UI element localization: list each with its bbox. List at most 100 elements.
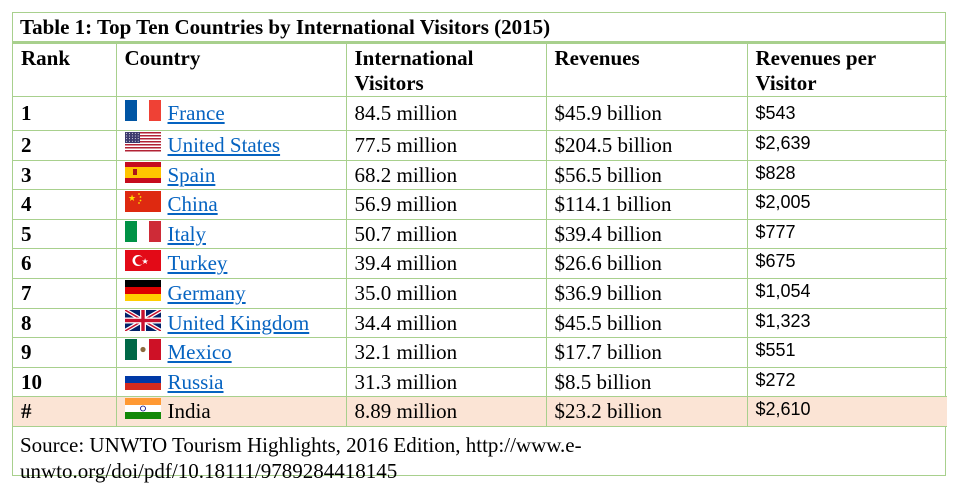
table-row: 2 United States 77.5 million $204.5 billion… [13,130,947,161]
rank-cell: 8 [13,307,117,339]
table-row: 1 France 84.5 million $45.9 billion $543 [13,96,947,131]
country-link[interactable]: France [167,101,225,125]
visitors-cell: 56.9 million [345,189,547,220]
rank-cell: 3 [13,159,117,191]
country-link[interactable]: Turkey [167,251,228,276]
rank-cell: # [13,396,117,427]
revenues-cell: $114.1 billion [545,189,748,220]
visitors-cell: 50.7 million [345,218,547,250]
source-note: Source: UNWTO Tourism Highlights, 2016 E… [20,432,582,483]
countries-table: Rank Country International Visitors Reve… [13,44,947,427]
table-row: # India 8.89 million $23.2 billion $2,610 [13,396,947,427]
china-flag-icon: ★ [124,191,161,213]
rev-per-visitor-cell: $2,610 [746,396,947,427]
revenues-cell: $45.9 billion [545,96,748,131]
visitors-cell: 84.5 million [345,96,547,131]
table-row: 7 Germany 35.0 million $36.9 billion $1,054 [13,277,947,309]
rev-per-visitor-cell: $1,054 [746,277,947,309]
rev-per-visitor-cell: $1,323 [746,307,947,339]
country-link[interactable]: Mexico [167,340,232,365]
revenues-cell: $17.7 billion [545,337,748,368]
revenues-cell: $45.5 billion [545,307,748,339]
rev-per-visitor-cell: $272 [746,366,947,398]
table-row: 4 ★ China 56.9 million $114.1 billion $2,005 [13,189,947,220]
table-row: 10 Russia 31.3 million $8.5 billion $272 [13,366,947,398]
rank-cell: 9 [13,337,117,368]
rank-cell: 5 [13,218,117,250]
country-cell: Russia [115,366,347,398]
country-cell: United Kingdom [115,307,347,339]
india-flag-icon [124,398,161,420]
revenues-cell: $56.5 billion [545,159,748,191]
visitors-cell: 68.2 million [345,159,547,191]
table-row: 3 Spain 68.2 million $56.5 billion $828 [13,159,947,191]
visitors-cell: 31.3 million [345,366,547,398]
revenues-cell: $39.4 billion [545,218,748,250]
country-name: India [167,399,211,424]
italy-flag-icon [124,220,161,242]
rank-cell: 4 [13,189,117,220]
rank-cell: 1 [13,96,117,131]
rev-per-visitor-cell: $828 [746,159,947,191]
header-revenues: Revenues [545,44,748,97]
table-container: Table 1: Top Ten Countries by Internatio… [12,12,947,483]
rank-cell: 7 [13,277,117,309]
spain-flag-icon [124,161,161,183]
revenues-cell: $36.9 billion [545,277,748,309]
turkey-flag-icon: ★ [124,250,161,272]
revenues-cell: $204.5 billion [545,130,748,161]
visitors-cell: 8.89 million [345,396,547,427]
visitors-cell: 34.4 million [345,307,547,339]
table-row: 5 Italy 50.7 million $39.4 billion $777 [13,218,947,250]
visitors-cell: 32.1 million [345,337,547,368]
country-link[interactable]: Russia [167,369,224,394]
revenues-cell: $8.5 billion [545,366,748,398]
russia-flag-icon [124,368,161,390]
country-cell: Germany [115,277,347,309]
header-visitors: International Visitors [345,44,547,97]
table-row: 8 United Kingdom 34.4 million $45.5 billion… [13,307,947,339]
germany-flag-icon [124,279,161,301]
svg-text:★: ★ [141,257,148,266]
rev-per-visitor-cell: $551 [746,337,947,368]
header-country: Country [115,44,347,97]
table-title: Table 1: Top Ten Countries by Internatio… [13,13,945,44]
country-link[interactable]: China [167,192,218,217]
rank-cell: 2 [13,130,117,161]
rev-per-visitor-cell: $777 [746,218,947,250]
usa-flag-icon [124,132,161,153]
visitors-cell: 39.4 million [345,248,547,279]
svg-text:★: ★ [128,194,136,204]
country-cell: ★ China [115,189,347,220]
visitors-cell: 77.5 million [345,130,547,161]
country-link[interactable]: Spain [167,162,216,187]
country-cell: ★ Turkey [115,248,347,279]
country-cell: India [115,396,347,427]
country-link[interactable]: Italy [167,221,206,246]
table-row: 6 ★ Turkey 39.4 million $26.6 billion $675 [13,248,947,279]
header-rank: Rank [13,44,117,97]
revenues-cell: $26.6 billion [545,248,748,279]
rev-per-visitor-cell: $2,639 [746,130,947,161]
country-cell: United States [115,130,347,161]
country-link[interactable]: United States [167,133,281,157]
country-link[interactable]: United Kingdom [167,310,310,335]
country-cell: France [115,96,347,131]
visitors-cell: 35.0 million [345,277,547,309]
table-row: 9 Mexico 32.1 million $17.7 billion $551 [13,337,947,368]
country-cell: Mexico [115,337,347,368]
uk-flag-icon [123,309,162,333]
rank-cell: 10 [13,366,117,398]
country-cell: Italy [115,218,347,250]
rank-cell: 6 [13,248,117,279]
rev-per-visitor-cell: $675 [746,248,947,279]
rev-per-visitor-cell: $2,005 [746,189,947,220]
france-flag-icon [124,98,161,121]
header-row: Rank Country International Visitors Reve… [13,44,947,97]
header-rev-per-visitor: Revenues per Visitor [746,44,947,97]
country-cell: Spain [115,159,347,191]
country-link[interactable]: Germany [167,280,246,305]
mexico-flag-icon [124,339,161,361]
revenues-cell: $23.2 billion [545,396,748,427]
rev-per-visitor-cell: $543 [746,96,947,131]
